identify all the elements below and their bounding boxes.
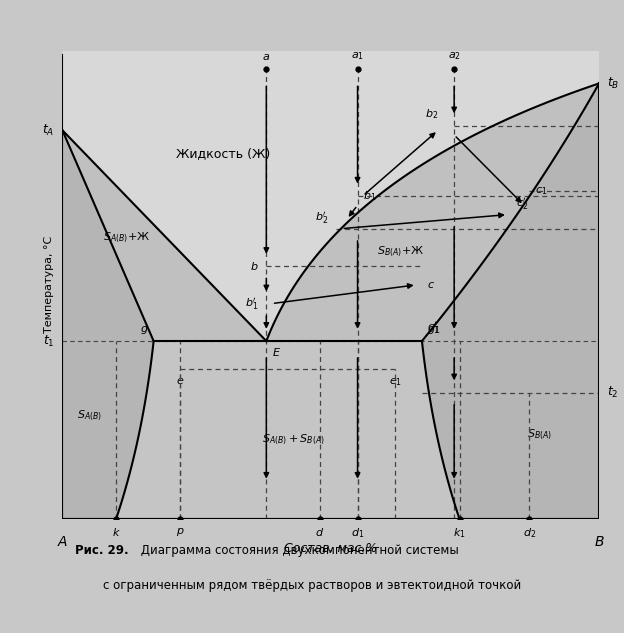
Text: $t_1$: $t_1$: [42, 334, 54, 349]
Polygon shape: [62, 130, 266, 341]
Text: $t_2$: $t_2$: [607, 385, 618, 400]
Text: $B$: $B$: [593, 536, 605, 549]
Text: $t_A$: $t_A$: [42, 123, 54, 138]
Text: Диаграмма состояния двухкомпонентной системы: Диаграмма состояния двухкомпонентной сис…: [137, 544, 459, 558]
Text: $b_1'$: $b_1'$: [245, 296, 258, 311]
Polygon shape: [266, 84, 599, 341]
Text: $c_2'$: $c_2'$: [516, 196, 528, 212]
Polygon shape: [62, 130, 154, 519]
Polygon shape: [62, 51, 599, 519]
Text: $S_{A(B)}$+Ж: $S_{A(B)}$+Ж: [103, 231, 150, 245]
Text: $b$: $b$: [250, 260, 258, 272]
Text: $S_{B(A)}$+Ж: $S_{B(A)}$+Ж: [377, 245, 424, 260]
Text: Жидкость (Ж): Жидкость (Ж): [176, 147, 271, 160]
Text: Температура, °С: Температура, °С: [44, 236, 54, 334]
Text: $c_1$: $c_1$: [535, 185, 547, 197]
Polygon shape: [116, 341, 459, 519]
Text: $c_1'$: $c_1'$: [427, 320, 440, 336]
Text: $e_1$: $e_1$: [389, 377, 402, 388]
Text: $d_2$: $d_2$: [523, 526, 536, 540]
Text: $b_1$: $b_1$: [363, 189, 376, 203]
Text: $d$: $d$: [316, 526, 324, 538]
Text: $k$: $k$: [112, 526, 120, 538]
Text: $S_{A(B)}+S_{B(A)}$: $S_{A(B)}+S_{B(A)}$: [261, 432, 324, 447]
Text: $g_1$: $g_1$: [427, 324, 441, 336]
Text: $b_2'$: $b_2'$: [315, 210, 328, 227]
Text: Состав, мас.%: Состав, мас.%: [284, 542, 378, 556]
Text: $a$: $a$: [262, 53, 270, 63]
Text: $c$: $c$: [427, 280, 436, 290]
Polygon shape: [62, 51, 599, 341]
Text: $E$: $E$: [271, 346, 281, 358]
Text: $a_1$: $a_1$: [351, 51, 364, 63]
Text: $p$: $p$: [176, 526, 185, 538]
Text: $a_2$: $a_2$: [447, 51, 461, 63]
Text: $k_1$: $k_1$: [453, 526, 466, 540]
Text: $b_2$: $b_2$: [425, 107, 438, 121]
Text: $e$: $e$: [177, 377, 185, 386]
Text: Рис. 29.: Рис. 29.: [75, 544, 129, 558]
Text: $t_B$: $t_B$: [607, 76, 620, 91]
Text: $d_1$: $d_1$: [351, 526, 364, 540]
Text: $S_{B(A)}$: $S_{B(A)}$: [527, 427, 553, 442]
Text: $g$: $g$: [140, 324, 149, 336]
Text: с ограниченным рядом твёрдых растворов и эвтектоидной точкой: с ограниченным рядом твёрдых растворов и…: [103, 579, 521, 592]
Text: $S_{A(B)}$: $S_{A(B)}$: [77, 409, 102, 423]
Polygon shape: [422, 84, 599, 519]
Text: $A$: $A$: [57, 536, 68, 549]
